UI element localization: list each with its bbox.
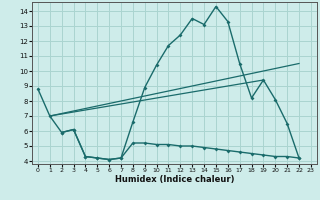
X-axis label: Humidex (Indice chaleur): Humidex (Indice chaleur)	[115, 175, 234, 184]
